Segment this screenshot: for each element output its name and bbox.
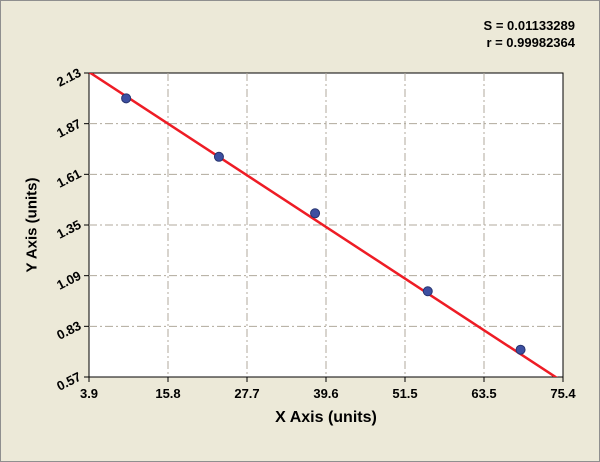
regression-line bbox=[89, 73, 558, 377]
data-point bbox=[310, 208, 321, 219]
x-tick-label: 39.6 bbox=[313, 386, 339, 401]
x-tick-label: 3.9 bbox=[79, 386, 99, 401]
data-point bbox=[121, 93, 132, 104]
x-tick-label: 51.5 bbox=[392, 386, 418, 401]
data-point bbox=[422, 286, 433, 297]
stat-s-value: S = 0.01133289 bbox=[483, 18, 575, 33]
stat-r-value: r = 0.99982364 bbox=[486, 35, 575, 50]
stats-annotation: S = 0.01133289 r = 0.99982364 bbox=[484, 17, 575, 51]
x-tick-label: 63.5 bbox=[471, 386, 497, 401]
x-tick-label: 15.8 bbox=[155, 386, 181, 401]
x-tick-label: 75.4 bbox=[550, 386, 576, 401]
data-point bbox=[213, 151, 224, 162]
data-point bbox=[515, 344, 526, 355]
y-axis-title: Y Axis (units) bbox=[23, 177, 41, 273]
x-axis-title: X Axis (units) bbox=[275, 409, 377, 426]
x-tick-label: 27.7 bbox=[234, 386, 260, 401]
